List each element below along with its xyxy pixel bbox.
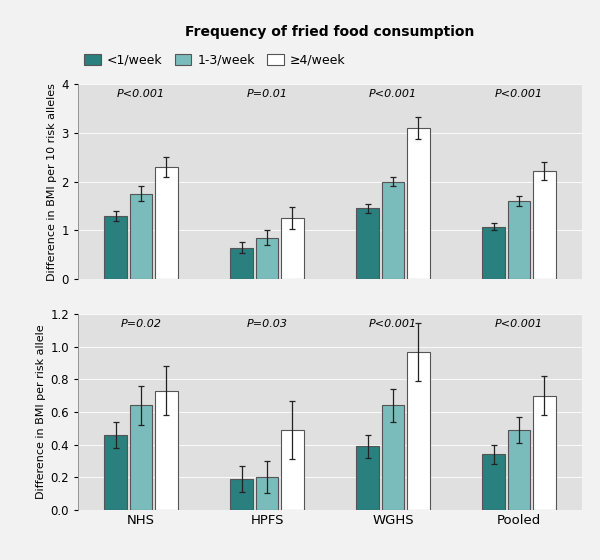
Text: P<0.001: P<0.001 bbox=[369, 319, 417, 329]
Bar bbox=[230, 479, 253, 510]
Text: P<0.001: P<0.001 bbox=[495, 89, 543, 99]
Y-axis label: Difference in BMI per 10 risk alleles: Difference in BMI per 10 risk alleles bbox=[47, 83, 58, 281]
Bar bbox=[281, 218, 304, 279]
Bar bbox=[155, 391, 178, 510]
Bar bbox=[533, 396, 556, 510]
Bar bbox=[533, 171, 556, 279]
Y-axis label: Difference in BMI per risk allele: Difference in BMI per risk allele bbox=[36, 325, 46, 500]
Bar bbox=[356, 208, 379, 279]
Bar bbox=[407, 352, 430, 510]
Bar bbox=[382, 405, 404, 510]
Bar bbox=[382, 181, 404, 279]
Bar bbox=[356, 446, 379, 510]
Bar bbox=[104, 435, 127, 510]
Bar bbox=[155, 167, 178, 279]
Bar bbox=[104, 216, 127, 279]
Bar bbox=[256, 477, 278, 510]
Bar bbox=[508, 201, 530, 279]
Bar bbox=[482, 454, 505, 510]
Text: P=0.03: P=0.03 bbox=[247, 319, 287, 329]
Text: P<0.001: P<0.001 bbox=[117, 89, 165, 99]
Text: P<0.001: P<0.001 bbox=[495, 319, 543, 329]
Bar bbox=[230, 248, 253, 279]
Legend: <1/week, 1-3/week, ≥4/week: <1/week, 1-3/week, ≥4/week bbox=[84, 54, 346, 67]
Bar bbox=[482, 226, 505, 279]
Bar bbox=[130, 405, 152, 510]
Text: P=0.01: P=0.01 bbox=[247, 89, 287, 99]
Text: P<0.001: P<0.001 bbox=[369, 89, 417, 99]
Bar bbox=[256, 238, 278, 279]
Text: P=0.02: P=0.02 bbox=[121, 319, 161, 329]
Bar bbox=[508, 430, 530, 510]
Bar bbox=[281, 430, 304, 510]
Text: Frequency of fried food consumption: Frequency of fried food consumption bbox=[185, 25, 475, 39]
Bar bbox=[130, 194, 152, 279]
Bar bbox=[407, 128, 430, 279]
